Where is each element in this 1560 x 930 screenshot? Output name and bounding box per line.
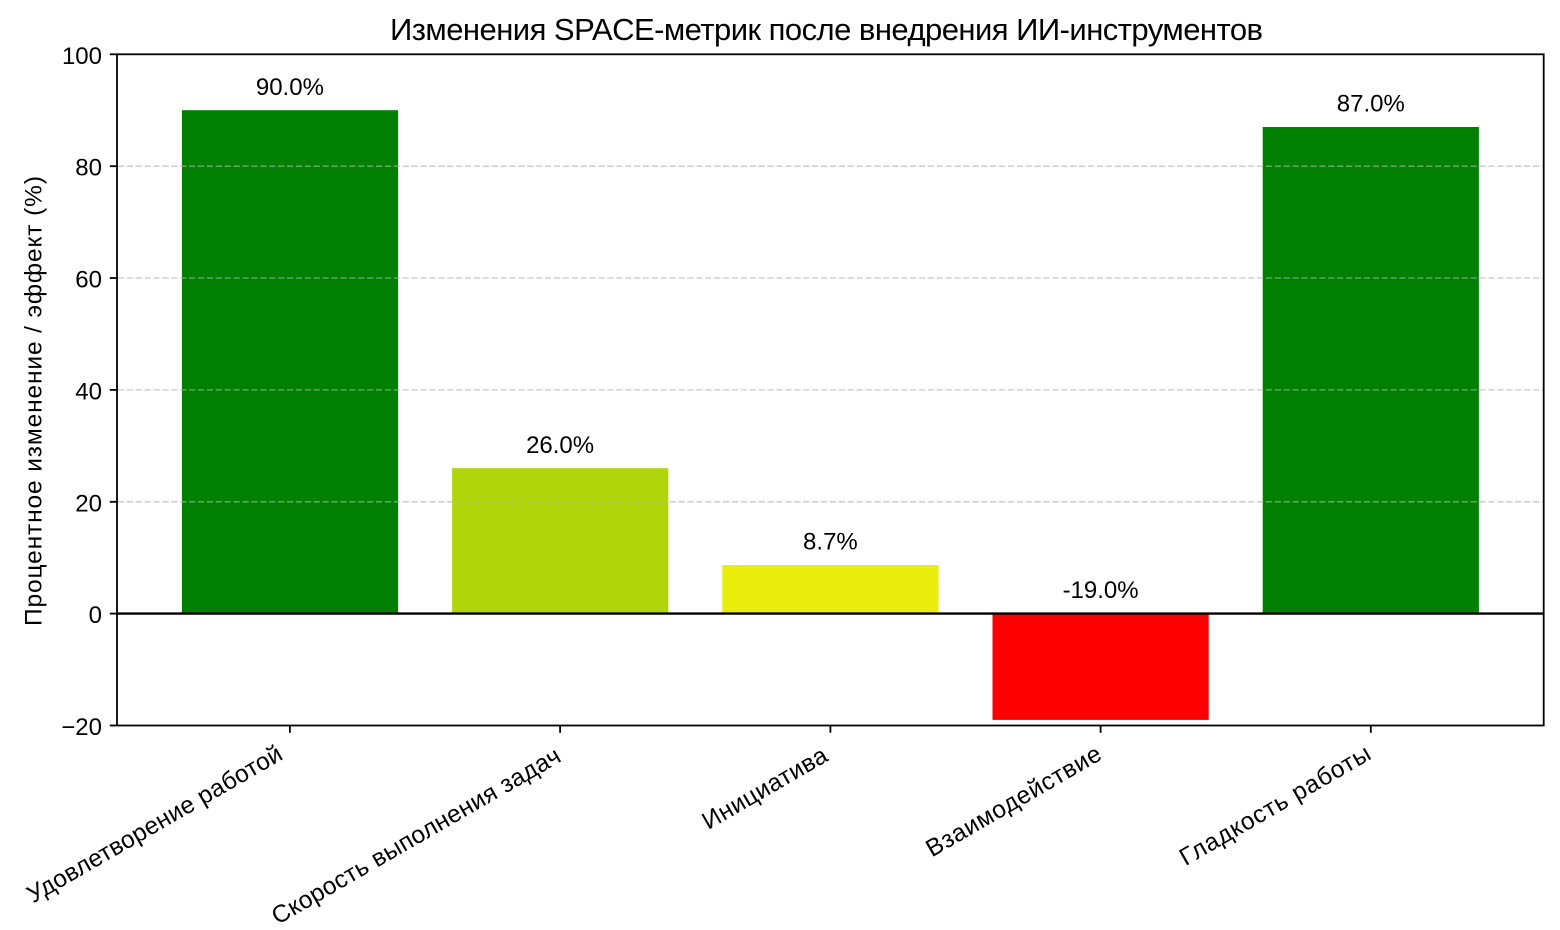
svg-text:−20: −20 xyxy=(61,714,102,741)
svg-text:100: 100 xyxy=(62,43,102,70)
svg-text:-19.0%: -19.0% xyxy=(1063,577,1139,604)
svg-text:Процентное изменение / эффект: Процентное изменение / эффект (%) xyxy=(21,176,48,626)
svg-text:80: 80 xyxy=(75,155,102,182)
svg-text:60: 60 xyxy=(75,267,102,294)
svg-text:0: 0 xyxy=(89,602,102,629)
svg-text:Изменения SPACE-метрик после в: Изменения SPACE-метрик после внедрения И… xyxy=(390,12,1263,47)
svg-text:8.7%: 8.7% xyxy=(803,529,858,556)
svg-text:90.0%: 90.0% xyxy=(256,74,324,101)
svg-text:87.0%: 87.0% xyxy=(1337,91,1405,118)
svg-text:20: 20 xyxy=(75,490,102,517)
svg-text:26.0%: 26.0% xyxy=(526,432,594,459)
svg-text:40: 40 xyxy=(75,378,102,405)
